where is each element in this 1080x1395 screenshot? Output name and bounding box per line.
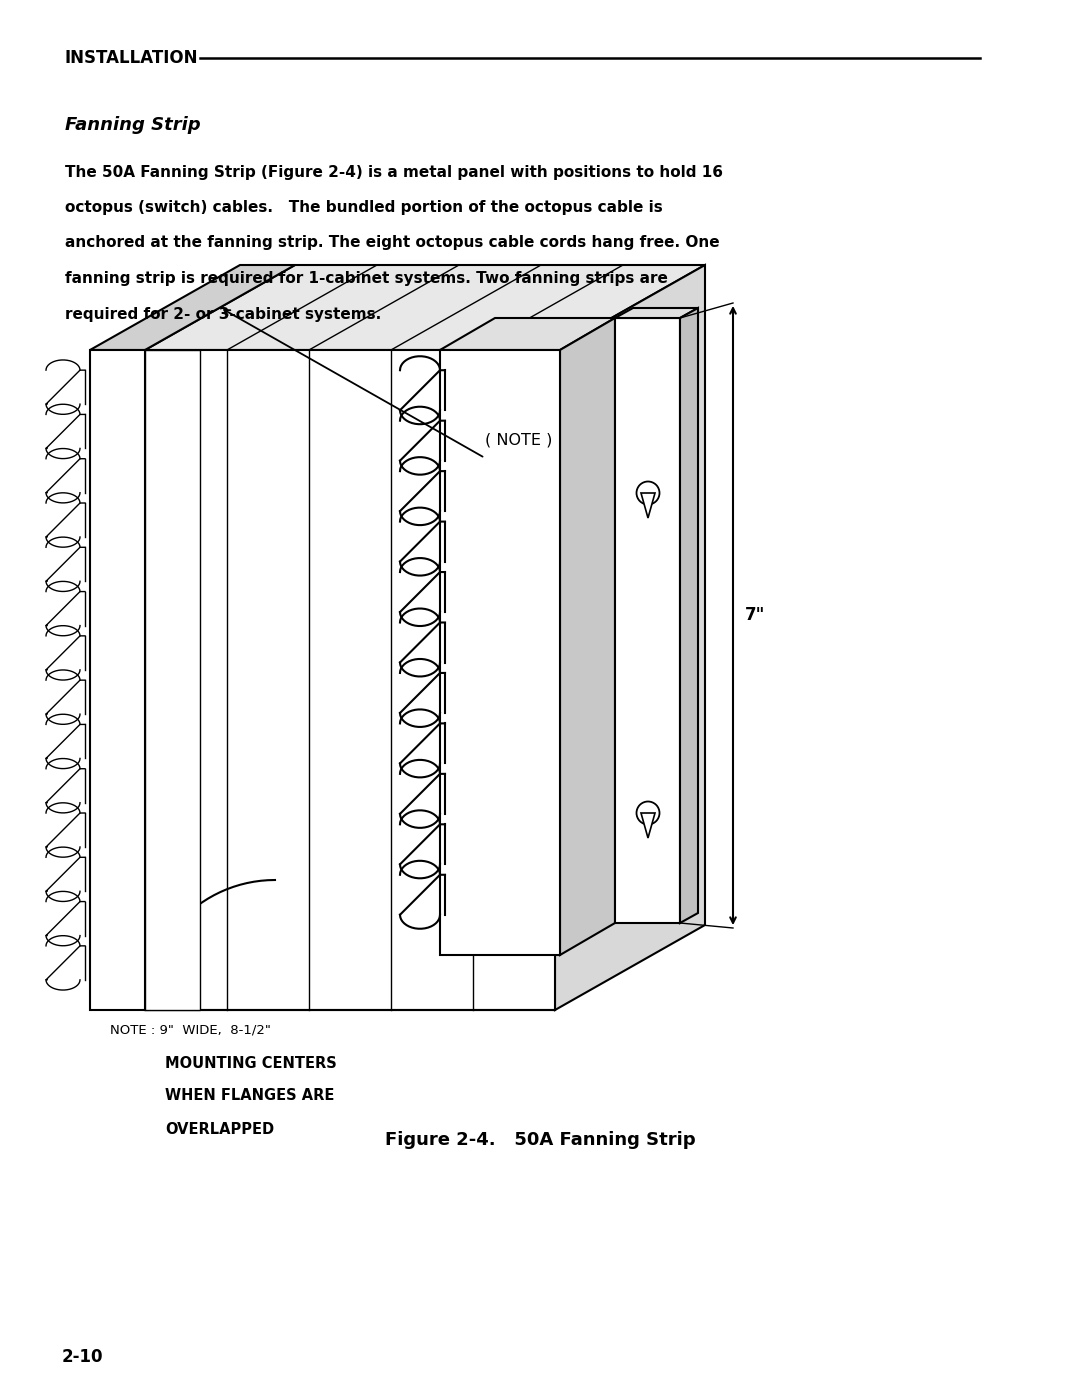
- Text: 7": 7": [745, 607, 766, 625]
- Polygon shape: [642, 492, 654, 518]
- Text: MOUNTING CENTERS: MOUNTING CENTERS: [165, 1056, 337, 1070]
- Polygon shape: [145, 350, 555, 1010]
- Text: required for 2- or 3-cabinet systems.: required for 2- or 3-cabinet systems.: [65, 307, 381, 321]
- Polygon shape: [561, 318, 615, 956]
- Polygon shape: [440, 350, 561, 956]
- Text: fanning strip is required for 1-cabinet systems. Two fanning strips are: fanning strip is required for 1-cabinet …: [65, 271, 667, 286]
- Circle shape: [636, 802, 660, 824]
- Text: INSTALLATION: INSTALLATION: [65, 49, 199, 67]
- Polygon shape: [615, 308, 698, 318]
- Polygon shape: [90, 265, 295, 350]
- Text: octopus (switch) cables.   The bundled portion of the octopus cable is: octopus (switch) cables. The bundled por…: [65, 199, 663, 215]
- Text: ( NOTE ): ( NOTE ): [485, 432, 552, 448]
- Circle shape: [636, 481, 660, 505]
- Polygon shape: [555, 265, 705, 1010]
- Polygon shape: [642, 813, 654, 838]
- Text: anchored at the fanning strip. The eight octopus cable cords hang free. One: anchored at the fanning strip. The eight…: [65, 236, 719, 251]
- Text: NOTE : 9"  WIDE,  8-1/2": NOTE : 9" WIDE, 8-1/2": [110, 1024, 271, 1036]
- Text: OVERLAPPED: OVERLAPPED: [165, 1122, 274, 1137]
- Text: WHEN FLANGES ARE: WHEN FLANGES ARE: [165, 1088, 335, 1103]
- Text: The 50A Fanning Strip (Figure 2-4) is a metal panel with positions to hold 16: The 50A Fanning Strip (Figure 2-4) is a …: [65, 165, 723, 180]
- Polygon shape: [145, 350, 200, 1010]
- Text: Figure 2-4.   50A Fanning Strip: Figure 2-4. 50A Fanning Strip: [384, 1131, 696, 1149]
- Text: Fanning Strip: Fanning Strip: [65, 116, 201, 134]
- Polygon shape: [680, 308, 698, 923]
- Polygon shape: [90, 350, 145, 1010]
- Polygon shape: [440, 318, 615, 350]
- Text: 2-10: 2-10: [62, 1348, 104, 1366]
- Polygon shape: [145, 265, 705, 350]
- Polygon shape: [615, 318, 680, 923]
